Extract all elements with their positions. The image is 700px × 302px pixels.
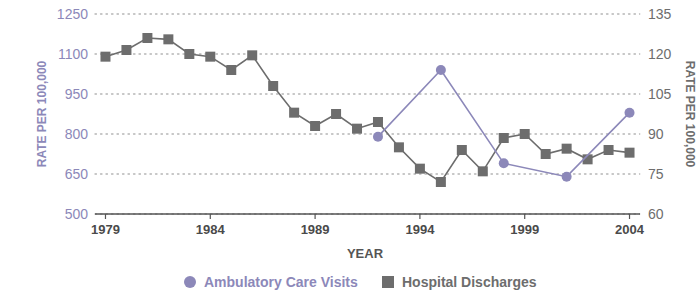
grid-line — [95, 213, 640, 214]
point — [100, 52, 110, 62]
series-line — [105, 38, 629, 182]
x-tick — [314, 214, 315, 219]
y2-tick-label: 60 — [648, 206, 664, 222]
x-tick — [105, 214, 106, 219]
y2-tick-label: 105 — [648, 86, 672, 102]
y-axis-title: RATE PER 100,000 — [35, 60, 49, 167]
chart: 500 650 800 950 1100 1250 60 75 90 105 120 135 1979 1… — [0, 0, 700, 302]
y2-tick — [640, 134, 643, 135]
y-tick-label: 1250 — [57, 6, 88, 22]
x-tick-label: 1994 — [405, 222, 435, 237]
x-tick — [524, 214, 525, 219]
y2-tick — [640, 214, 643, 215]
point — [520, 129, 530, 139]
point — [142, 33, 152, 43]
legend-label: Hospital Discharges — [402, 274, 537, 290]
y2-tick — [640, 14, 643, 15]
point — [394, 142, 404, 152]
point — [184, 49, 194, 59]
grid-line — [95, 13, 640, 14]
plot-marks — [100, 33, 634, 187]
series-line — [378, 70, 630, 177]
x-tick-label: 2004 — [615, 222, 645, 237]
x-axis — [95, 213, 640, 215]
y2-axis-title: RATE PER 100,000 — [683, 61, 697, 168]
x-tick — [210, 214, 211, 219]
legend-marker — [382, 276, 394, 288]
y-tick-label: 950 — [65, 86, 89, 102]
point — [226, 65, 236, 75]
y2-tick-label: 75 — [648, 166, 664, 182]
y-tick-label: 500 — [65, 206, 89, 222]
x-tick — [629, 214, 630, 219]
point — [457, 145, 467, 155]
point — [436, 65, 446, 75]
point — [121, 45, 131, 55]
y2-tick — [640, 94, 643, 95]
y-tick-label: 650 — [65, 166, 89, 182]
point — [436, 177, 446, 187]
x-tick-label: 1984 — [196, 222, 226, 237]
point — [499, 158, 509, 168]
x-tick-label: 1999 — [510, 222, 539, 237]
point — [562, 144, 572, 154]
x-axis-title: YEAR — [347, 246, 384, 261]
legend-marker — [184, 276, 196, 288]
point — [247, 50, 257, 60]
y2-tick-label: 120 — [648, 46, 672, 62]
grid-line — [95, 53, 640, 54]
point — [625, 148, 635, 158]
y2-tick — [640, 54, 643, 55]
grid-line — [95, 133, 640, 134]
y2-tick — [640, 174, 643, 175]
point — [163, 34, 173, 44]
point — [310, 121, 320, 131]
point — [373, 117, 383, 127]
point — [373, 132, 383, 142]
point — [289, 108, 299, 118]
point — [352, 124, 362, 134]
y2-tick-label: 135 — [648, 6, 672, 22]
point — [604, 145, 614, 155]
y-tick-label: 1100 — [58, 46, 88, 62]
point — [562, 172, 572, 182]
point — [415, 164, 425, 174]
x-tick-label: 1979 — [91, 222, 120, 237]
y2-tick-label: 90 — [648, 126, 664, 142]
point — [625, 108, 635, 118]
point — [205, 52, 215, 62]
point — [499, 133, 509, 143]
legend-label: Ambulatory Care Visits — [204, 274, 358, 290]
point — [331, 109, 341, 119]
x-tick — [419, 214, 420, 219]
grid-line — [95, 93, 640, 94]
y-tick-label: 800 — [65, 126, 89, 142]
point — [478, 166, 488, 176]
point — [268, 81, 278, 91]
x-tick-label: 1989 — [301, 222, 330, 237]
point — [541, 149, 551, 159]
